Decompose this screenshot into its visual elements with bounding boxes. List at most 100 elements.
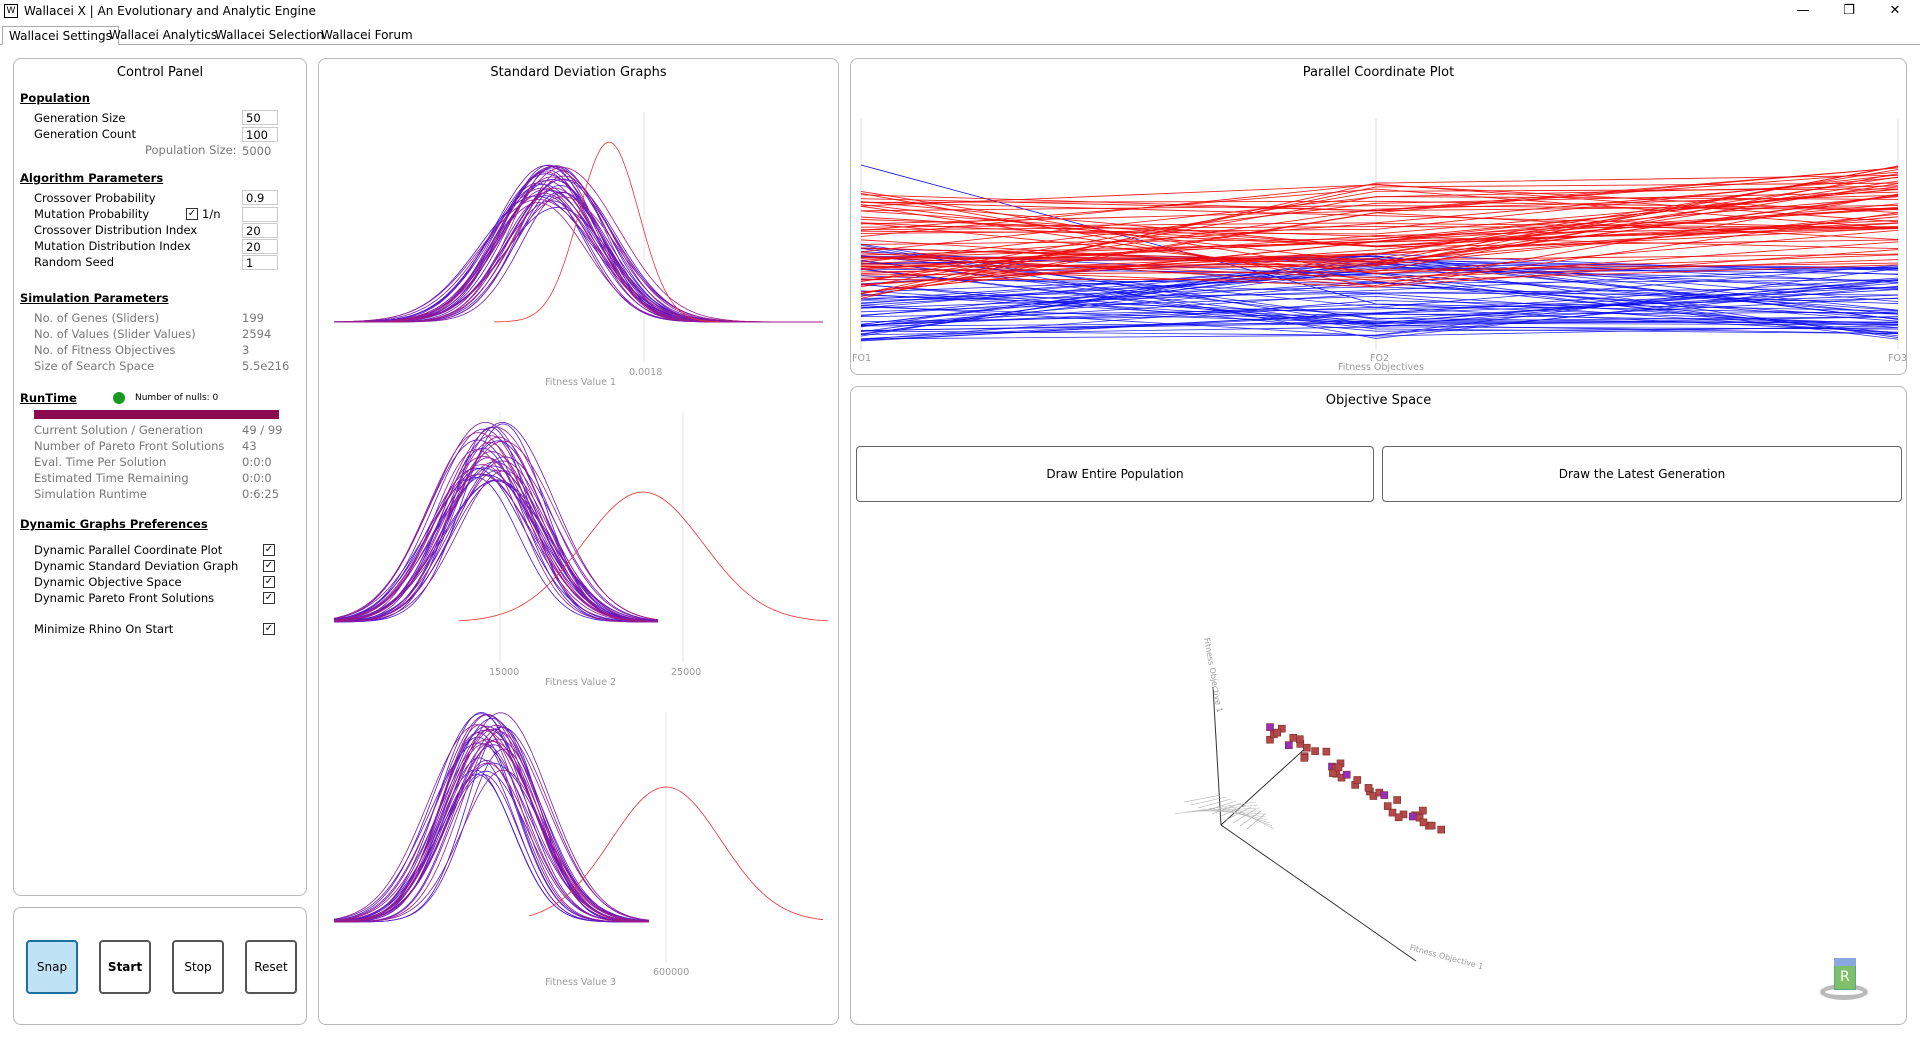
pref-objective-space-label: Dynamic Objective Space — [34, 575, 182, 589]
graph2-distribution-curve — [333, 432, 659, 623]
graph2-distribution-curve — [333, 428, 659, 622]
parallel-coordinate-panel: Parallel Coordinate Plot FO1 FO2 FO3 Fit… — [850, 58, 1907, 375]
generation-count-label: Generation Count — [34, 127, 136, 141]
graph3-distribution-curve — [334, 773, 649, 923]
status-indicator — [113, 392, 125, 404]
pcp-line-latest-generation — [860, 226, 1899, 293]
pcp-line-latest-generation — [860, 180, 1899, 259]
search-space-value: 5.5e216 — [242, 359, 290, 373]
graph3-distribution-curve — [333, 724, 650, 922]
pcp-line-latest-generation — [860, 205, 1899, 212]
simulation-parameters-heading: Simulation Parameters — [20, 291, 169, 305]
graph2-distribution-curve — [333, 447, 658, 623]
minimize-rhino-checkbox[interactable]: ✓ — [263, 623, 275, 635]
generation-count-input[interactable] — [242, 127, 278, 142]
search-space-label: Size of Search Space — [34, 359, 155, 373]
pcp-line-latest-generation — [860, 184, 1899, 214]
os-solution-point — [1311, 747, 1319, 755]
mutation-distribution-input[interactable] — [242, 239, 278, 254]
os-solution-point — [1300, 753, 1309, 762]
pcp-line-previous-generation — [860, 285, 1899, 336]
tab-wallacei-selection[interactable]: Wallacei Selection — [215, 28, 324, 42]
pcp-line-latest-generation — [860, 241, 1899, 281]
os-grid-line — [1232, 808, 1257, 824]
pcp-line-latest-generation — [860, 205, 1899, 282]
crossover-distribution-input[interactable] — [242, 223, 278, 238]
pcp-xlabel: Fitness Objectives — [1338, 362, 1424, 373]
os-grid-line — [1190, 796, 1227, 806]
graph3-distribution-curve — [333, 713, 650, 922]
pref-objective-space-checkbox[interactable]: ✓ — [263, 576, 275, 588]
reset-button[interactable]: Reset — [245, 940, 297, 994]
pcp-line-latest-generation — [860, 227, 1899, 275]
stop-button[interactable]: Stop — [172, 940, 224, 994]
pcp-line-previous-generation — [860, 292, 1899, 301]
pref-parallel-coordinate-checkbox[interactable]: ✓ — [263, 544, 275, 556]
crossover-probability-label: Crossover Probability — [34, 191, 156, 205]
draw-entire-population-button[interactable]: Draw Entire Population — [856, 446, 1374, 502]
tab-wallacei-forum[interactable]: Wallacei Forum — [321, 28, 413, 42]
std-deviation-graphs — [333, 112, 829, 962]
graph2-distribution-curve — [333, 440, 659, 623]
graph2-distribution-curve — [333, 435, 659, 623]
pcp-line-latest-generation — [860, 213, 1899, 273]
mutation-one-over-n-checkbox[interactable]: ✓ — [186, 208, 198, 220]
os-solution-point — [1380, 791, 1389, 799]
pcp-line-latest-generation — [860, 183, 1899, 238]
pcp-line-latest-generation — [860, 193, 1899, 286]
pcp-line-latest-generation — [860, 226, 1899, 231]
draw-latest-generation-button[interactable]: Draw the Latest Generation — [1382, 446, 1902, 502]
parallel-coordinate-title: Parallel Coordinate Plot — [1302, 65, 1455, 80]
os-grid-line — [1215, 806, 1271, 824]
current-solution-label: Current Solution / Generation — [34, 423, 204, 437]
tab-wallacei-analytics[interactable]: Wallacei Analytics — [109, 28, 218, 42]
control-panel: Control Panel Population Generation Size… — [13, 58, 307, 896]
os-solution-point — [1295, 735, 1304, 744]
pcp-line-latest-generation — [860, 188, 1899, 282]
navigation-cube-icon[interactable]: R — [1820, 958, 1868, 1000]
pref-std-dev-checkbox[interactable]: ✓ — [263, 560, 275, 572]
graph3-distribution-curve — [334, 738, 650, 923]
objective-space-3d-view[interactable] — [851, 387, 1908, 1026]
population-heading: Population — [20, 91, 90, 105]
graph3-distribution-curve — [334, 714, 649, 923]
window-title: Wallacei X | An Evolutionary and Analyti… — [24, 4, 316, 18]
close-button[interactable]: ✕ — [1889, 3, 1901, 18]
graph1-distribution-curve — [334, 200, 823, 323]
graph3-distribution-curve — [333, 762, 650, 922]
start-button[interactable]: Start — [99, 940, 151, 994]
tab-wallacei-settings[interactable]: Wallacei Settings — [2, 26, 119, 45]
graph1-tick: 0.0018 — [629, 367, 663, 378]
snap-button[interactable]: Snap — [26, 940, 78, 994]
os-solution-point — [1266, 723, 1274, 731]
random-seed-input[interactable] — [242, 255, 278, 270]
os-solution-point — [1342, 770, 1351, 779]
values-label: No. of Values (Slider Values) — [34, 327, 196, 341]
graph3-distribution-curve — [333, 736, 649, 923]
os-solution-point — [1419, 806, 1427, 815]
eval-time-label: Eval. Time Per Solution — [34, 455, 167, 469]
crossover-probability-input[interactable] — [242, 190, 278, 205]
graph2-distribution-curve — [333, 480, 659, 622]
pcp-line-latest-generation — [860, 191, 1899, 263]
pcp-line-latest-generation — [860, 201, 1899, 248]
os-grid-line — [1197, 798, 1232, 809]
os-solution-point — [1329, 769, 1337, 777]
pareto-solutions-label: Number of Pareto Front Solutions — [34, 439, 225, 453]
pcp-line-previous-generation — [860, 295, 1899, 334]
graph3-distribution-curve — [334, 732, 649, 923]
graph1-label: Fitness Value 1 — [545, 377, 617, 388]
graph3-tick: 600000 — [653, 967, 690, 978]
os-grid-line — [1204, 800, 1237, 812]
generation-size-input[interactable] — [242, 110, 278, 125]
restore-button[interactable]: ❐ — [1843, 3, 1855, 18]
generation-size-label: Generation Size — [34, 111, 126, 125]
graph2-distribution-curve — [333, 456, 659, 622]
mutation-probability-input[interactable] — [242, 207, 278, 222]
os-grid-line — [1183, 794, 1222, 803]
pref-pareto-checkbox[interactable]: ✓ — [263, 592, 275, 604]
pcp-line-latest-generation — [860, 195, 1899, 264]
pcp-line-latest-generation — [860, 222, 1899, 274]
minimize-button[interactable]: — — [1796, 3, 1810, 18]
pcp-line-previous-generation — [860, 268, 1899, 325]
